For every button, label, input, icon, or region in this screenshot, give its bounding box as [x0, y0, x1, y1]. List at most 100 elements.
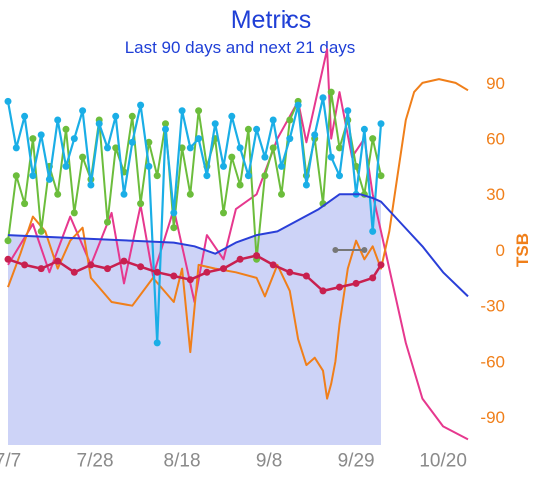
cyan-series-point: [377, 120, 385, 128]
y-tick-label: 60: [486, 130, 505, 149]
form-series-point: [21, 261, 29, 269]
chevron-right-icon[interactable]: ›: [284, 4, 292, 31]
cyan-series-point: [294, 101, 302, 109]
form-series-point: [336, 283, 343, 291]
x-tick-label: 10/20: [419, 451, 467, 472]
cyan-series-point: [178, 107, 186, 115]
green-series-point: [162, 120, 169, 128]
green-series-point: [286, 116, 294, 124]
cyan-series-point: [170, 209, 178, 217]
form-series-point: [170, 272, 178, 280]
cyan-series-point: [244, 172, 252, 180]
cyan-series-point: [369, 227, 377, 235]
x-axis: 7/7 7/28 8/18 9/8 9/29 10/20: [0, 451, 467, 472]
y-tick-label: -30: [480, 297, 505, 316]
form-series-point: [153, 268, 161, 276]
green-series-point: [327, 88, 335, 96]
green-series-point: [377, 172, 385, 180]
form-series-point: [302, 272, 310, 280]
cyan-series-point: [137, 101, 145, 109]
green-series-point: [369, 135, 377, 143]
green-series-point: [54, 190, 62, 198]
cyan-series-point: [253, 125, 261, 133]
form-series-point: [286, 268, 294, 276]
cyan-series-point: [344, 107, 352, 115]
green-series-point: [278, 190, 285, 198]
green-series-point: [145, 138, 153, 146]
form-series-point: [137, 263, 145, 271]
y-tick-label: 0: [496, 241, 505, 260]
cyan-series-point: [220, 162, 227, 170]
cyan-series-point: [203, 172, 211, 180]
cyan-series-point: [327, 153, 335, 161]
cyan-series-point: [360, 125, 368, 133]
cyan-series-point: [211, 120, 219, 128]
cyan-series-point: [153, 339, 161, 347]
form-series-point: [253, 252, 261, 260]
x-tick-label: 9/8: [256, 451, 282, 472]
form-series-point: [87, 261, 95, 269]
form-series-point: [236, 255, 244, 263]
cyan-series-point: [70, 135, 78, 143]
cyan-series-point: [261, 153, 269, 161]
cyan-series-point: [269, 116, 277, 124]
green-series-point: [236, 181, 244, 189]
y-tick-label: 90: [486, 74, 505, 93]
green-series-point: [178, 144, 186, 152]
cyan-series-point: [162, 125, 169, 133]
green-series-point: [220, 209, 227, 217]
cyan-series-point: [120, 190, 128, 198]
form-series-point: [377, 261, 385, 269]
form-series-point: [54, 257, 62, 265]
form-series-point: [220, 265, 227, 273]
cyan-series-point: [336, 172, 343, 180]
cyan-series-point: [311, 131, 319, 139]
cyan-series-point: [278, 162, 285, 170]
chart-subtitle: Last 90 days and next 21 days: [124, 38, 356, 57]
form-series-point: [352, 279, 360, 287]
green-series-point: [261, 172, 269, 180]
cyan-series-point: [37, 131, 45, 139]
x-tick-label: 7/28: [77, 451, 114, 472]
cyan-series-point: [112, 112, 120, 120]
title-row[interactable]: Metrics: [0, 6, 542, 35]
x-tick-label: 8/18: [164, 451, 201, 472]
today-marker-end: [361, 247, 368, 253]
form-series-point: [369, 274, 377, 282]
y-axis-label: TSB: [513, 233, 532, 267]
green-series-point: [62, 125, 70, 133]
green-series-line: [7, 91, 382, 261]
form-series-point: [4, 255, 12, 263]
cyan-series-point: [29, 172, 37, 180]
form-series-point: [120, 257, 128, 265]
cyan-series-point: [302, 181, 310, 189]
cyan-series-point: [319, 94, 327, 102]
cyan-series-point: [95, 120, 103, 128]
cyan-series-point: [236, 144, 244, 152]
green-series-point: [195, 107, 203, 115]
green-series-point: [153, 172, 161, 180]
cyan-series-point: [286, 135, 294, 143]
form-series-points: [4, 252, 385, 295]
form-series-point: [37, 265, 45, 273]
cyan-series-point: [186, 144, 194, 152]
green-series-point: [244, 125, 252, 133]
form-series-point: [269, 261, 277, 269]
chart-title[interactable]: Metrics: [230, 6, 312, 34]
green-series-point: [21, 200, 29, 208]
chart-header: Metrics › Last 90 days and next 21 days: [0, 0, 542, 70]
x-tick-label: 9/29: [338, 451, 375, 472]
fitness-line: [7, 193, 469, 298]
green-series-point: [104, 218, 111, 226]
green-series-point: [79, 153, 87, 161]
form-series-point: [186, 276, 194, 284]
green-series-point: [112, 144, 120, 152]
cyan-series-point: [21, 112, 29, 120]
x-tick-label: 7/7: [0, 451, 21, 472]
cyan-series-point: [79, 107, 87, 115]
green-series-point: [37, 227, 45, 235]
cyan-series-point: [62, 162, 70, 170]
cyan-series-point: [228, 112, 236, 120]
green-series-point: [186, 190, 194, 198]
